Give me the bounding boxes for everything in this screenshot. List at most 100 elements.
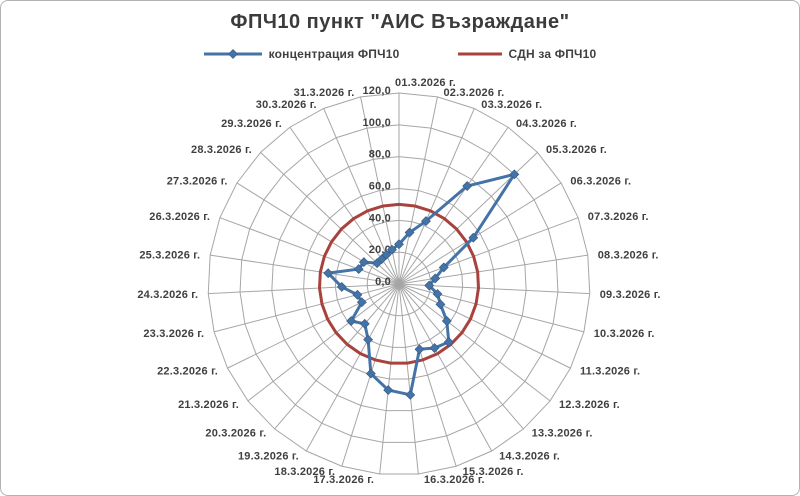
spoke-line [398,126,509,285]
chart-legend: концентрация ФПЧ10 СДН за ФПЧ10 [1,47,799,61]
data-point-marker[interactable] [356,297,367,308]
radial-tick-label: 60,0 [369,181,391,193]
data-point-marker[interactable] [363,334,374,345]
radial-tick-label: 100,0 [362,117,391,129]
category-label: 26.3.2026 г. [149,211,210,223]
data-point-marker[interactable] [336,281,347,292]
category-label: 03.3.2026 г. [481,99,542,111]
spoke-line [219,217,400,285]
category-label: 28.3.2026 г. [191,144,252,156]
spoke-line [398,283,524,430]
data-point-marker[interactable] [435,299,446,310]
data-point-marker[interactable] [358,257,369,268]
radial-tick-label: 80,0 [369,149,391,161]
grid-ring [207,92,591,475]
spoke-line [379,283,400,475]
data-point-marker[interactable] [381,249,392,260]
category-label: 22.3.2026 г. [157,365,218,377]
spoke-line [398,283,419,475]
data-point-marker[interactable] [424,280,435,291]
category-label: 07.3.2026 г. [588,211,649,223]
category-label: 12.3.2026 г. [559,399,620,411]
category-label: 17.3.2026 г. [313,474,374,486]
legend-label-concentration: концентрация ФПЧ10 [268,47,400,61]
spoke-line [398,283,457,467]
category-label: 09.3.2026 г. [600,289,661,301]
radar-spokes [208,93,590,475]
category-label: 04.3.2026 г. [516,118,577,130]
data-point-marker[interactable] [421,216,431,227]
grid-ring [239,124,559,443]
category-label: 11.3.2026 г. [580,365,640,377]
category-label: 27.3.2026 г. [167,175,228,187]
series-concentration [323,169,520,400]
radial-tick-label: 120,0 [362,85,391,97]
category-label: 05.3.2026 г. [546,144,607,156]
data-point-marker[interactable] [394,239,404,250]
data-point-marker[interactable] [414,344,425,355]
spoke-line [398,283,551,402]
radar-gridlines [207,92,591,475]
grid-ring [366,251,432,317]
category-label: 25.3.2026 г. [139,249,200,261]
spoke-line [236,182,400,285]
category-label: 06.3.2026 г. [570,175,631,187]
radial-tick-label: 0,0 [375,276,391,288]
data-point-marker[interactable] [353,264,364,274]
category-label: 23.3.2026 г. [143,328,204,340]
category-label: 15.3.2026 г. [463,466,524,478]
data-point-marker[interactable] [365,368,376,379]
category-label: 02.3.2026 г. [443,87,504,99]
spoke-line [398,217,579,285]
data-point-marker[interactable] [387,244,397,255]
category-label: 21.3.2026 г. [178,399,239,411]
data-point-marker[interactable] [430,273,441,284]
category-label: 13.3.2026 г. [532,428,593,440]
spoke-line [398,283,571,369]
data-point-marker[interactable] [438,262,449,273]
spoke-line [398,96,438,285]
data-point-marker[interactable] [359,318,370,329]
data-point-marker[interactable] [352,289,363,300]
data-point-marker[interactable] [432,289,443,299]
grid-ring [303,187,495,380]
data-point-marker[interactable] [323,268,334,279]
category-label: 29.3.2026 г. [221,118,282,130]
category-label: 20.3.2026 г. [205,428,266,440]
category-label: 18.3.2026 г. [274,466,335,478]
spoke-line [305,283,400,452]
category-label: 31.3.2026 г. [294,87,355,99]
data-point-marker[interactable] [509,169,520,180]
chart-title: ФПЧ10 пункт "АИС Възраждане" [230,11,570,33]
data-point-marker[interactable] [468,232,479,243]
spoke-line [398,254,588,285]
category-label: 16.3.2026 г. [424,474,485,486]
legend-line-icon [457,52,502,56]
category-label: 24.3.2026 г. [137,289,198,301]
legend-item-sdn[interactable]: СДН за ФПЧ10 [457,47,597,61]
data-point-marker[interactable] [383,385,394,396]
category-label: 30.3.2026 г. [256,99,317,111]
data-point-marker[interactable] [405,389,416,400]
spoke-line [398,283,585,333]
grid-ring [334,219,464,348]
spoke-line [398,283,493,452]
data-point-marker[interactable] [443,337,454,347]
legend-line-diamond-icon [203,49,262,59]
data-point-marker[interactable] [462,181,473,191]
category-labels: 01.3.2026 г.02.3.2026 г.03.3.2026 г. 04.3… [137,77,660,486]
spoke-line [210,254,400,285]
data-point-marker[interactable] [441,316,452,326]
spoke-line [213,283,400,333]
spoke-line [398,108,475,285]
data-point-marker[interactable] [429,343,440,353]
legend-item-concentration[interactable]: концентрация ФПЧ10 [203,47,400,61]
category-label: 10.3.2026 г. [594,328,655,340]
data-point-marker[interactable] [404,227,415,238]
spoke-line [274,283,400,430]
data-point-marker[interactable] [346,316,357,326]
category-label: 14.3.2026 г. [499,450,560,462]
legend-label-sdn: СДН за ФПЧ10 [508,47,597,61]
